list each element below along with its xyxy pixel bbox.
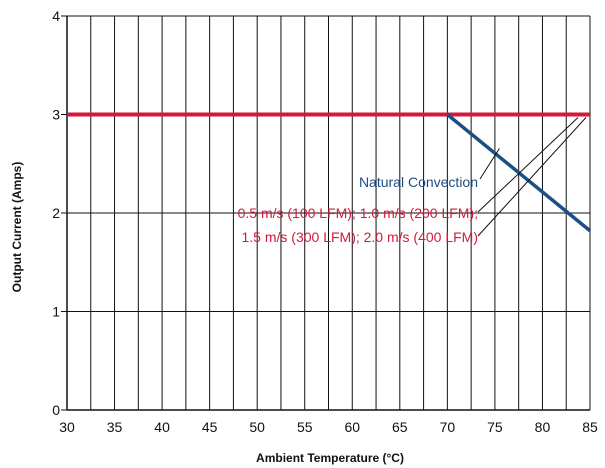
x-tick-label: 75	[487, 419, 503, 435]
natural-convection-label: Natural Convection	[359, 174, 478, 190]
y-tick-label: 1	[52, 304, 60, 320]
y-axis-label: Output Current (Amps)	[10, 162, 24, 293]
x-tick-label: 50	[249, 419, 265, 435]
airflow-label-line-1: 0.5 m/s (100 LFM); 1.0 m/s (200 LFM);	[238, 205, 478, 221]
x-tick-label: 85	[582, 419, 598, 435]
y-tick-label: 0	[52, 402, 60, 418]
grid: 0 1 2 3 4 30 35 40 45 50 55 60 65 70 75 80 85	[52, 8, 598, 435]
x-tick-label: 30	[59, 419, 75, 435]
natural-convection-series-line	[446, 113, 592, 233]
x-tick-label: 35	[107, 419, 123, 435]
x-tick-label: 45	[202, 419, 218, 435]
x-tick-label: 70	[440, 419, 456, 435]
axis-labels: Ambient Temperature (°C) Output Current …	[10, 162, 404, 465]
x-tick-label: 55	[297, 419, 313, 435]
airflow-leader-upper	[477, 117, 579, 213]
series-layer	[67, 112, 592, 237]
y-tick-label: 4	[52, 8, 60, 24]
x-tick-label: 65	[392, 419, 408, 435]
airflow-label-line-2: 1.5 m/s (300 LFM); 2.0 m/s (400 LFM)	[241, 229, 478, 245]
airflow-leader-lower	[477, 117, 587, 237]
x-axis-label: Ambient Temperature (°C)	[256, 451, 404, 465]
x-tick-label: 80	[535, 419, 551, 435]
x-tick-label: 40	[154, 419, 170, 435]
natural-convection-leader	[479, 148, 500, 180]
annotation-layer: Natural Convection 0.5 m/s (100 LFM); 1.…	[238, 174, 478, 245]
x-tick-label: 60	[344, 419, 360, 435]
y-tick-label: 2	[52, 205, 60, 221]
y-tick-label: 3	[52, 107, 60, 123]
